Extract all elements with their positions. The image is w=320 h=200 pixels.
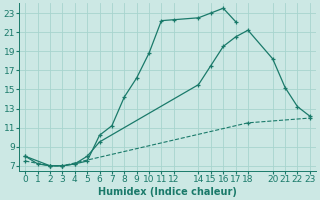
X-axis label: Humidex (Indice chaleur): Humidex (Indice chaleur) xyxy=(98,187,237,197)
